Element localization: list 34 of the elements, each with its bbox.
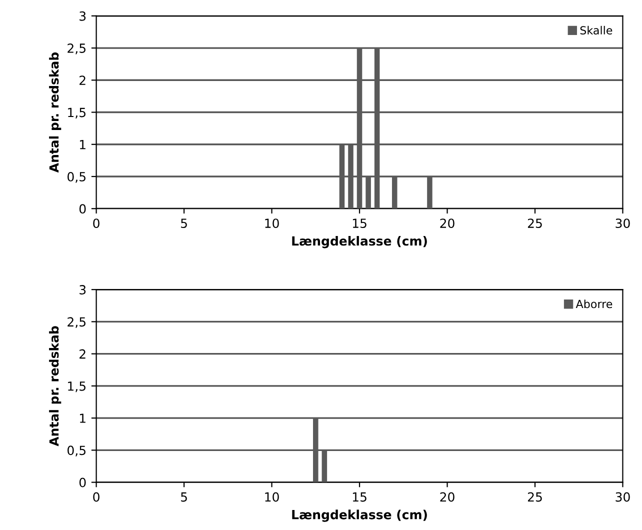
x-axis-title: Længdeklasse (cm) — [292, 510, 427, 522]
legend-label: Aborre — [576, 300, 612, 308]
x-tick-label: 15 — [352, 492, 366, 502]
y-tick-label: 3 — [80, 285, 86, 294]
y-tick-label: 2,5 — [68, 43, 86, 54]
y-tick-label: 3 — [80, 11, 86, 21]
x-tick-label: 0 — [93, 492, 100, 502]
x-tick-label: 20 — [440, 218, 454, 228]
legend-label: Skalle — [580, 26, 612, 34]
y-tick-label: 1,5 — [68, 382, 86, 392]
y-tick-label: 1,5 — [68, 108, 86, 118]
y-tick-label: 0 — [79, 478, 86, 488]
x-tick-label: 5 — [181, 218, 187, 228]
y-tick-label: 0 — [79, 204, 86, 214]
x-tick-label: 10 — [265, 492, 279, 502]
x-tick-label: 25 — [528, 492, 542, 502]
y-tick-label: 1 — [80, 414, 86, 423]
y-tick-label: 2,5 — [68, 317, 86, 328]
x-tick-label: 25 — [528, 218, 542, 228]
x-tick-label: 30 — [616, 218, 630, 228]
y-tick-label: 2 — [80, 349, 86, 359]
x-tick-label: 0 — [93, 218, 100, 228]
y-tick-label: 2 — [80, 76, 86, 85]
y-axis-title: Antal pr. redskab — [49, 52, 62, 173]
y-axis-title: Antal pr. redskab — [49, 326, 62, 446]
x-tick-label: 10 — [265, 218, 279, 228]
y-tick-label: 0,5 — [68, 172, 86, 183]
x-tick-label: 5 — [181, 492, 187, 502]
x-tick-label: 30 — [616, 492, 630, 502]
x-tick-label: 20 — [440, 492, 454, 502]
y-tick-label: 0,5 — [68, 446, 86, 456]
y-tick-label: 1 — [80, 140, 86, 150]
x-axis-title: Længdeklasse (cm) — [292, 236, 427, 248]
x-tick-label: 15 — [352, 218, 366, 228]
